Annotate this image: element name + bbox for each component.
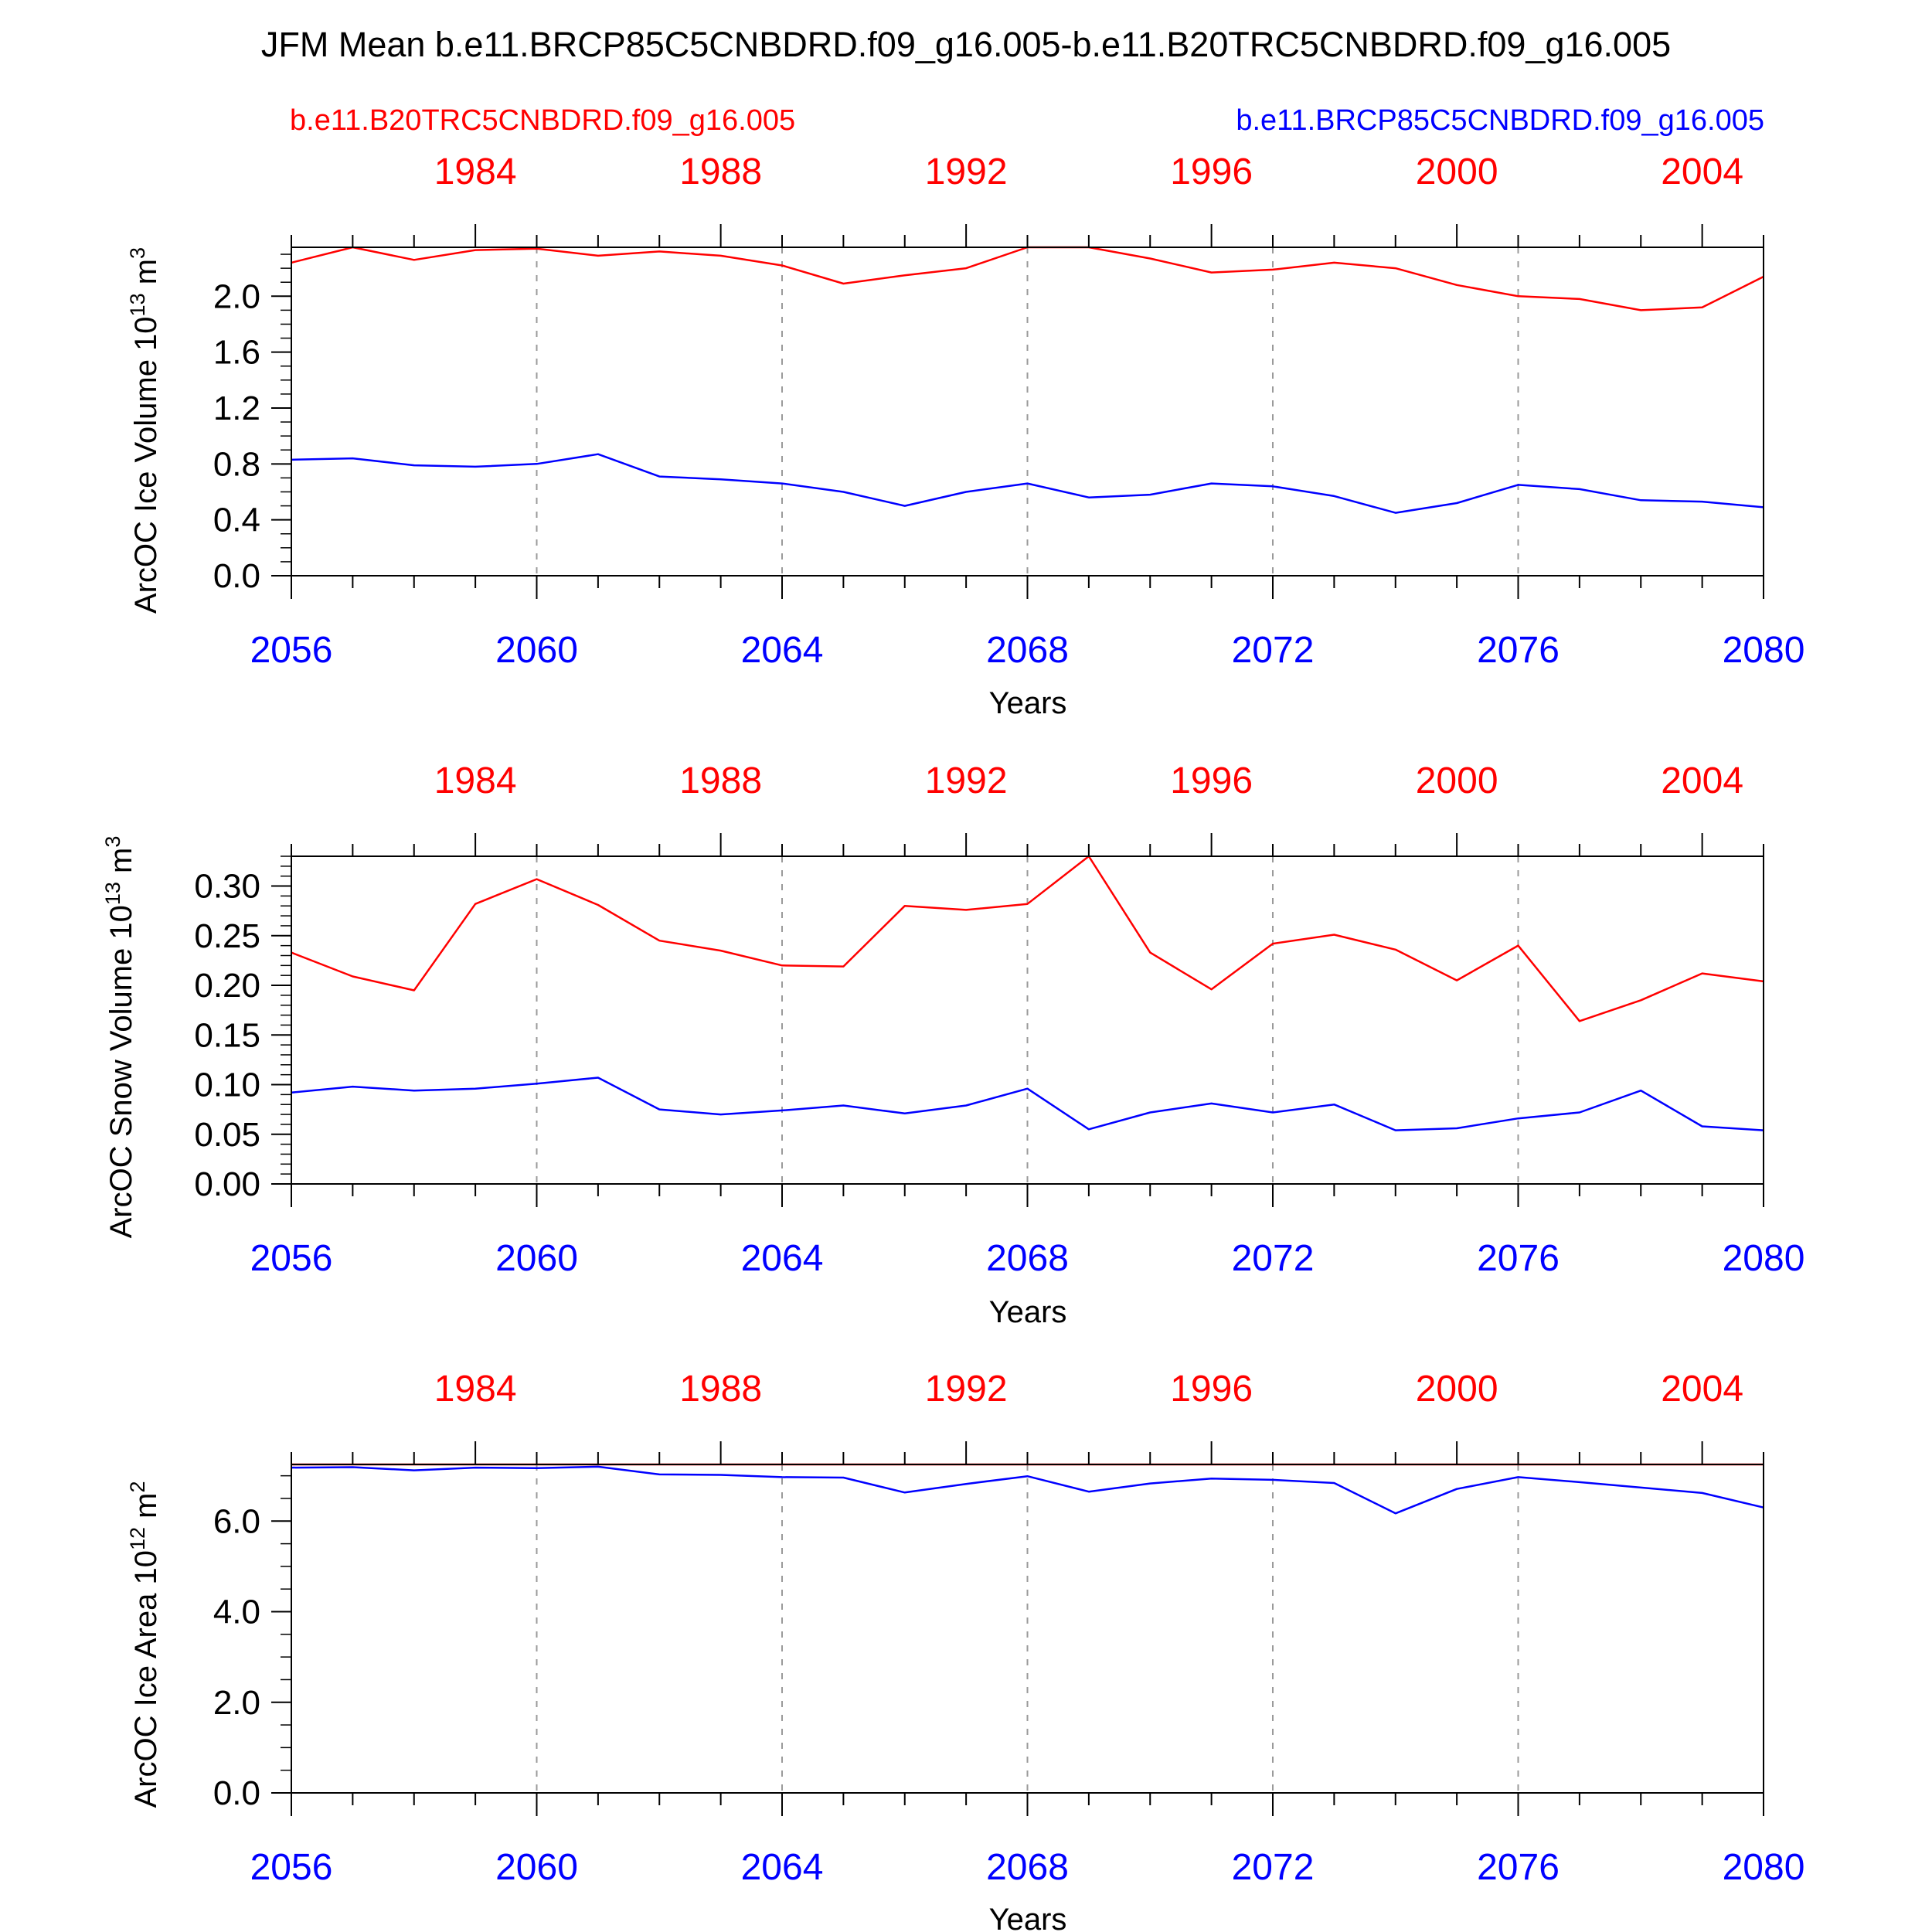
x-tick-label-top: 1984 bbox=[434, 760, 517, 801]
y-tick-label: 2.0 bbox=[213, 277, 260, 315]
x-tick-label-bottom: 2076 bbox=[1477, 1238, 1560, 1279]
y-tick-label: 0.10 bbox=[194, 1066, 260, 1104]
y-axis-label-exponent: 12 bbox=[126, 1527, 149, 1550]
y-tick-label: 4.0 bbox=[213, 1594, 260, 1631]
y-axis-label-main: ArcOC Ice Volume 10 bbox=[129, 316, 163, 614]
panel-ice-area: Years ArcOC Ice Area 1012 m2 0.0 2.0 4.0 6.… bbox=[126, 1369, 1804, 1932]
y-axis-label: ArcOC Ice Area 1012 m2 bbox=[126, 1481, 163, 1808]
y-tick-label: 0.15 bbox=[194, 1016, 260, 1054]
series-line-rcp85 bbox=[291, 453, 1764, 514]
y-axis-label-unit: m bbox=[129, 1493, 163, 1527]
y-axis-label-unit: m bbox=[129, 259, 163, 293]
y-axis-label-unit-exponent: 3 bbox=[101, 836, 124, 848]
y-axis-label-main: ArcOC Snow Volume 10 bbox=[104, 905, 138, 1238]
x-tick-label-top: 1996 bbox=[1170, 151, 1253, 192]
legend-label-historical: b.e11.B20TRC5CNBDRD.f09_g16.005 bbox=[290, 104, 795, 137]
x-axis-label: Years bbox=[989, 1295, 1067, 1329]
y-tick-label: 0.0 bbox=[213, 1774, 260, 1812]
x-tick-label-bottom: 2068 bbox=[986, 1847, 1069, 1888]
x-tick-label-bottom: 2056 bbox=[250, 630, 333, 671]
x-tick-label-bottom: 2080 bbox=[1723, 1238, 1805, 1279]
x-tick-label-bottom: 2072 bbox=[1232, 1847, 1315, 1888]
y-axis-label-exponent: 13 bbox=[126, 293, 149, 316]
y-axis-label-unit-exponent: 2 bbox=[126, 1481, 149, 1493]
x-tick-label-top: 2000 bbox=[1416, 760, 1498, 801]
x-tick-label-bottom: 2080 bbox=[1723, 1847, 1805, 1888]
y-tick-label: 1.2 bbox=[213, 389, 260, 427]
y-tick-label: 2.0 bbox=[213, 1684, 260, 1722]
figure-title: JFM Mean b.e11.BRCP85C5CNBDRD.f09_g16.00… bbox=[261, 25, 1671, 64]
x-tick-label-top: 1992 bbox=[925, 1369, 1008, 1410]
x-tick-label-top: 2004 bbox=[1661, 1369, 1743, 1410]
x-tick-label-bottom: 2060 bbox=[495, 1238, 578, 1279]
panel-snow-volume: Years ArcOC Snow Volume 1013 m3 0.00 0.05… bbox=[101, 760, 1804, 1329]
y-tick-label: 6.0 bbox=[213, 1502, 260, 1540]
x-tick-label-bottom: 2080 bbox=[1723, 630, 1805, 671]
y-tick-label: 0.4 bbox=[213, 502, 260, 539]
y-tick-label: 0.0 bbox=[213, 557, 260, 595]
x-tick-label-top: 1988 bbox=[679, 760, 762, 801]
y-tick-label: 0.25 bbox=[194, 917, 260, 955]
x-tick-label-bottom: 2064 bbox=[741, 630, 824, 671]
x-tick-label-top: 1988 bbox=[679, 151, 762, 192]
x-tick-label-bottom: 2064 bbox=[741, 1238, 824, 1279]
series-line-rcp85 bbox=[291, 1077, 1764, 1131]
x-tick-label-bottom: 2072 bbox=[1232, 1238, 1315, 1279]
x-axis-label: Years bbox=[989, 1903, 1067, 1932]
legend-label-rcp85: b.e11.BRCP85C5CNBDRD.f09_g16.005 bbox=[1236, 104, 1764, 137]
x-tick-label-top: 2000 bbox=[1416, 151, 1498, 192]
x-axis-label: Years bbox=[989, 686, 1067, 720]
panel-ice-volume: Years ArcOC Ice Volume 1013 m3 0.0 0.4 0.8… bbox=[126, 151, 1804, 720]
y-tick-label: 0.05 bbox=[194, 1116, 260, 1154]
x-tick-label-bottom: 2076 bbox=[1477, 1847, 1560, 1888]
x-tick-label-bottom: 2064 bbox=[741, 1847, 824, 1888]
y-axis-label: ArcOC Snow Volume 1013 m3 bbox=[101, 836, 138, 1239]
x-tick-label-top: 1996 bbox=[1170, 1369, 1253, 1410]
x-tick-label-bottom: 2076 bbox=[1477, 630, 1560, 671]
y-tick-label: 0.20 bbox=[194, 967, 260, 1005]
x-tick-label-top: 1984 bbox=[434, 151, 517, 192]
x-tick-label-top: 1996 bbox=[1170, 760, 1253, 801]
series-line-rcp85 bbox=[291, 1465, 1764, 1515]
x-tick-label-top: 2000 bbox=[1416, 1369, 1498, 1410]
x-tick-label-top: 1988 bbox=[679, 1369, 762, 1410]
series-line-historical bbox=[291, 855, 1764, 1022]
y-axis-label: ArcOC Ice Volume 1013 m3 bbox=[126, 247, 163, 614]
x-tick-label-bottom: 2072 bbox=[1232, 630, 1315, 671]
x-tick-label-bottom: 2068 bbox=[986, 630, 1069, 671]
y-tick-label: 0.00 bbox=[194, 1165, 260, 1203]
y-axis-label-unit: m bbox=[104, 848, 138, 882]
y-tick-label: 0.8 bbox=[213, 445, 260, 483]
y-axis-label-unit-exponent: 3 bbox=[126, 247, 149, 259]
x-tick-label-top: 1984 bbox=[434, 1369, 517, 1410]
x-tick-label-bottom: 2056 bbox=[250, 1238, 333, 1279]
x-tick-label-bottom: 2060 bbox=[495, 630, 578, 671]
x-tick-label-bottom: 2060 bbox=[495, 1847, 578, 1888]
y-axis-label-main: ArcOC Ice Area 10 bbox=[129, 1550, 163, 1808]
x-tick-label-bottom: 2068 bbox=[986, 1238, 1069, 1279]
x-tick-label-top: 1992 bbox=[925, 760, 1008, 801]
y-tick-label: 1.6 bbox=[213, 334, 260, 372]
x-tick-label-bottom: 2056 bbox=[250, 1847, 333, 1888]
y-axis-label-exponent: 13 bbox=[101, 882, 124, 905]
x-tick-label-top: 2004 bbox=[1661, 151, 1743, 192]
x-tick-label-top: 1992 bbox=[925, 151, 1008, 192]
y-tick-label: 0.30 bbox=[194, 868, 260, 906]
x-tick-label-top: 2004 bbox=[1661, 760, 1743, 801]
